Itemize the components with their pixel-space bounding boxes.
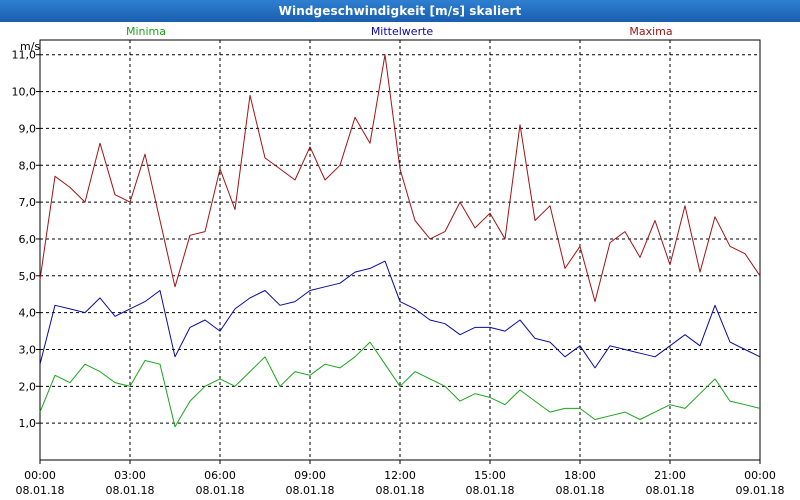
x-tick-time-label: 03:00 (114, 469, 146, 482)
y-tick-label: 11,0 (12, 49, 37, 62)
axes: 1,0 2,0 3,0 4,0 5,0 6,0 7,0 8,0 9,0 10,0 11,0 00:00… (12, 49, 785, 497)
y-tick-label: 2,0 (19, 380, 37, 393)
y-tick-label: 8,0 (19, 159, 37, 172)
y-tick-label: 4,0 (19, 307, 37, 320)
series-line-maxima (39, 54, 761, 303)
series-line-mittelwerte (39, 260, 761, 369)
window-title: Windgeschwindigkeit [m/s] skaliert (0, 0, 800, 22)
y-tick-label: 3,0 (19, 343, 37, 356)
x-tick-date-label: 08.01.18 (286, 484, 335, 497)
x-tick-date-label: 08.01.18 (16, 484, 65, 497)
y-tick-label: 9,0 (19, 122, 37, 135)
legend-mittelwerte: Mittelwerte (371, 25, 434, 38)
x-tick-date-label: 08.01.18 (556, 484, 605, 497)
grid-lines (40, 40, 760, 460)
x-tick-date-label: 08.01.18 (646, 484, 695, 497)
y-tick-label: 6,0 (19, 233, 37, 246)
y-tick-label: 5,0 (19, 270, 37, 283)
series-lines (39, 54, 761, 428)
x-tick-time-label: 09:00 (294, 469, 326, 482)
x-tick-time-label: 00:00 (24, 469, 56, 482)
x-tick-time-label: 15:00 (474, 469, 506, 482)
x-tick-time-label: 00:00 (744, 469, 776, 482)
y-tick-label: 7,0 (19, 196, 37, 209)
y-axis-unit-label: m/s (20, 40, 40, 53)
legend-maxima: Maxima (629, 25, 672, 38)
x-tick-date-label: 08.01.18 (196, 484, 245, 497)
x-tick-date-label: 09.01.18 (736, 484, 785, 497)
x-tick-time-label: 06:00 (204, 469, 236, 482)
x-tick-time-label: 21:00 (654, 469, 686, 482)
x-tick-date-label: 08.01.18 (106, 484, 155, 497)
y-tick-label: 1,0 (19, 417, 37, 430)
legend-minima: Minima (126, 25, 166, 38)
x-tick-date-label: 08.01.18 (466, 484, 515, 497)
x-tick-time-label: 18:00 (564, 469, 596, 482)
y-tick-label: 10,0 (12, 86, 37, 99)
x-tick-date-label: 08.01.18 (376, 484, 425, 497)
x-tick-time-label: 12:00 (384, 469, 416, 482)
series-line-minima (39, 341, 761, 428)
